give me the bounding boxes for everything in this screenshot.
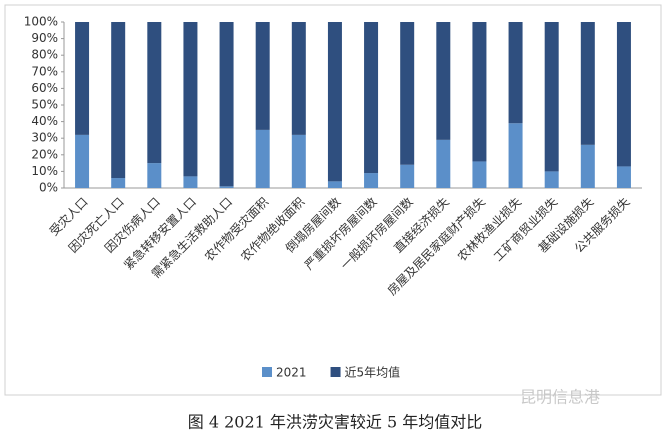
y-tick-label: 0% [39,181,58,195]
bar-segment [327,22,342,182]
y-tick-label: 100% [24,15,58,29]
bar-segment [616,22,631,167]
y-tick-label: 80% [31,48,58,62]
bar-segment [183,22,198,177]
watermark: 昆明信息港 [520,388,600,407]
bar-segment [147,22,162,164]
bar-segment [364,173,379,188]
bar-segment [436,22,451,140]
y-tick-label: 40% [31,114,58,128]
legend-swatch [330,367,341,377]
bar-segment [364,22,379,174]
y-tick-label: 10% [31,164,58,178]
y-tick-label: 20% [31,147,58,161]
bar-segment [436,139,451,188]
bar-segment [580,144,595,188]
bar-segment [219,186,234,188]
bar-segment [580,22,595,145]
bar-segment [255,22,270,130]
bar-segment [400,164,415,188]
y-tick-label: 30% [31,131,58,145]
legend-swatch [262,367,272,377]
chart-title: 图 4 2021 年洪涝灾害较近 5 年均值对比 [188,413,483,432]
bar-segment [219,22,234,187]
bar-segment [111,22,126,179]
bar-segment [255,129,270,188]
legend-label: 2021 [276,366,307,380]
chart-frame [4,4,662,396]
bar-segment [183,176,198,188]
x-tick-label: 农作物绝收面积 [237,194,307,264]
bar-segment [472,161,487,188]
bar-segment [400,22,415,165]
y-tick-label: 50% [31,98,58,112]
y-tick-label: 90% [31,31,58,45]
bar-segment [75,134,90,188]
bar-segment [327,181,342,188]
bar-segment [291,134,306,188]
bar-segment [544,171,559,188]
y-tick-label: 60% [31,81,58,95]
bar-segment [508,123,523,188]
bar-segment [291,22,306,135]
y-tick-label: 70% [31,64,58,78]
bar-segment [472,22,487,162]
bar-segment [544,22,559,172]
bar-segment [508,22,523,124]
x-tick-label: 工矿商贸业损失 [490,194,560,264]
x-tick-label: 农林牧渔业损失 [454,194,524,264]
bar-segment [111,178,126,188]
bar-segment [147,163,162,188]
bar-segment [616,166,631,188]
x-tick-label: 农作物受灾面积 [201,194,271,264]
bar-segment [75,22,90,135]
legend-label: 近5年均值 [345,365,401,380]
